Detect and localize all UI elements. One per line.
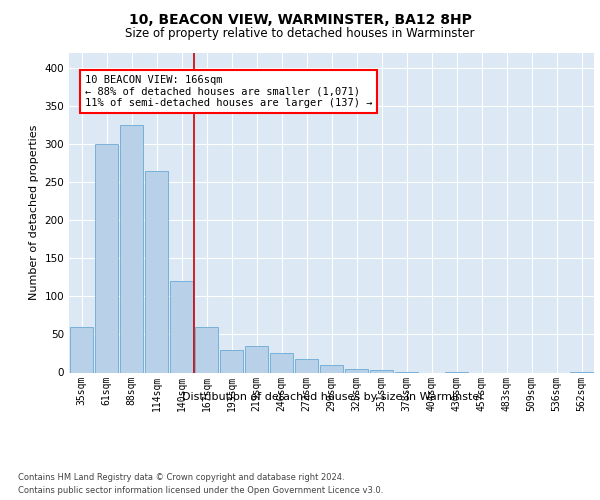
Y-axis label: Number of detached properties: Number of detached properties <box>29 125 39 300</box>
Bar <box>95 144 118 372</box>
Bar <box>119 125 143 372</box>
Text: Size of property relative to detached houses in Warminster: Size of property relative to detached ho… <box>125 28 475 40</box>
Bar <box>370 370 394 372</box>
Text: 10 BEACON VIEW: 166sqm
← 88% of detached houses are smaller (1,071)
11% of semi-: 10 BEACON VIEW: 166sqm ← 88% of detached… <box>85 75 372 108</box>
Bar <box>70 327 94 372</box>
Bar <box>320 365 343 372</box>
Bar <box>194 327 218 372</box>
Bar <box>269 354 293 372</box>
Text: Distribution of detached houses by size in Warminster: Distribution of detached houses by size … <box>182 392 484 402</box>
Bar <box>145 170 169 372</box>
Bar <box>245 346 268 372</box>
Bar <box>220 350 244 372</box>
Text: 10, BEACON VIEW, WARMINSTER, BA12 8HP: 10, BEACON VIEW, WARMINSTER, BA12 8HP <box>128 12 472 26</box>
Bar <box>295 359 319 372</box>
Bar <box>344 368 368 372</box>
Text: Contains public sector information licensed under the Open Government Licence v3: Contains public sector information licen… <box>18 486 383 495</box>
Bar <box>170 281 193 372</box>
Text: Contains HM Land Registry data © Crown copyright and database right 2024.: Contains HM Land Registry data © Crown c… <box>18 472 344 482</box>
